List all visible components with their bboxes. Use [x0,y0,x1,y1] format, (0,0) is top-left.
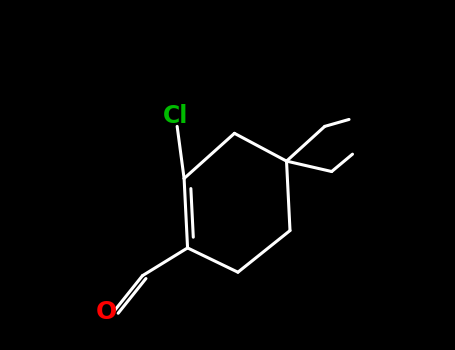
Text: O: O [96,300,116,324]
Text: Cl: Cl [163,104,188,128]
